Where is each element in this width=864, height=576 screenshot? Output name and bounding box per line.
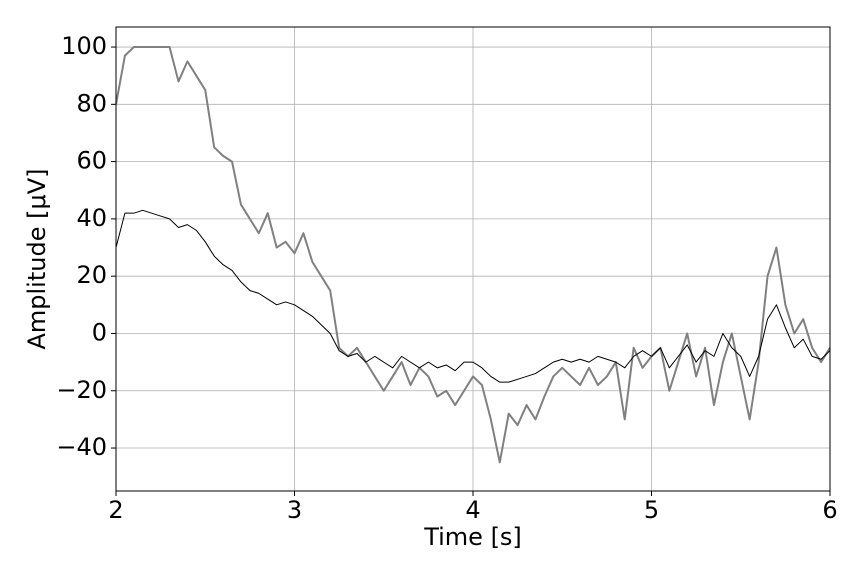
x-tick-label: 4 [465,496,480,524]
x-tick-label: 2 [108,496,123,524]
x-tick-label: 6 [822,496,837,524]
y-tick-label: −20 [56,376,107,404]
plot-frame [115,26,831,492]
y-tick-label: 100 [61,32,107,60]
x-axis-label: Time [s] [423,523,522,551]
y-tick-label: 20 [76,261,107,289]
y-tick-label: 40 [76,204,107,232]
y-tick-label: 80 [76,89,107,117]
y-axis-label: Amplitude [μV] [23,168,51,349]
y-tick-label: 60 [76,147,107,175]
x-tick-label: 3 [287,496,302,524]
x-tick-label: 5 [644,496,659,524]
series-line [115,46,831,464]
y-tick-label: −40 [56,433,107,461]
y-tick-label: 0 [92,318,107,346]
series-line [115,209,831,383]
